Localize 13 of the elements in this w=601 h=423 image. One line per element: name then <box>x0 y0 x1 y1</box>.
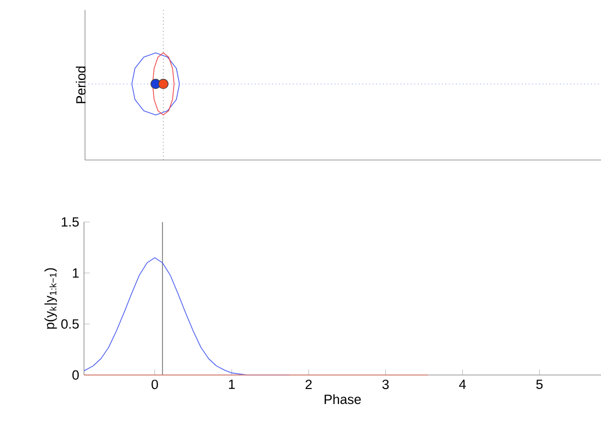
x-tick-label: 1 <box>229 380 235 389</box>
y-tick-label: 1.5 <box>62 217 79 227</box>
x-tick-label: 4 <box>459 380 466 389</box>
x-tick-label: 0 <box>152 380 158 390</box>
x-tick-label: 2 <box>306 380 312 390</box>
y-tick-label: 0 <box>72 370 79 380</box>
x-tick-label: 5 <box>536 380 543 389</box>
y-tick-label: 0.5 <box>61 319 79 329</box>
x-axis-title: Phase <box>324 394 361 404</box>
x-tick-label: 3 <box>382 380 389 390</box>
y-tick-label: 1 <box>72 268 79 278</box>
y-axis-title: Period <box>76 66 86 104</box>
y-axis-title: p(y$_{k}$|y$_{1:k−1}$) <box>44 268 57 329</box>
